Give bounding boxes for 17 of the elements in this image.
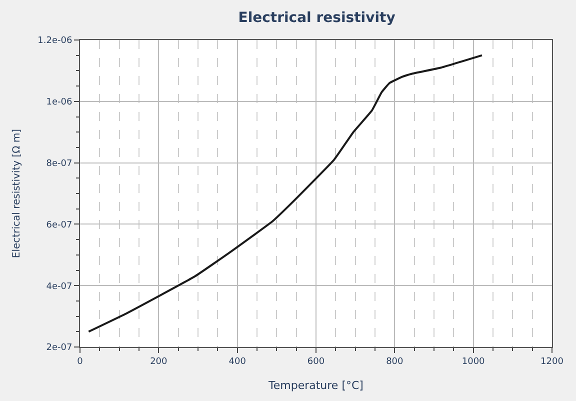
x-tick-label: 400	[228, 356, 246, 367]
x-axis-title: Temperature [°C]	[268, 379, 364, 392]
x-tick-label: 200	[150, 356, 168, 367]
x-tick-label: 800	[386, 356, 404, 367]
x-tick-label: 600	[307, 356, 325, 367]
y-tick-label: 2e-07	[46, 343, 72, 354]
y-tick-label: 4e-07	[46, 282, 72, 292]
x-tick-label: 0	[77, 356, 84, 367]
line-series	[88, 54, 483, 333]
y-tick-label: 1e-06	[46, 98, 72, 108]
y-tick-label: 8e-07	[46, 158, 72, 169]
x-tick-label: 1200	[540, 356, 564, 367]
x-tick-label: 1000	[462, 356, 486, 367]
y-tick-label: 6e-07	[46, 220, 72, 230]
chart-title: Electrical resistivity	[238, 10, 396, 26]
y-axis-title: Electrical resistivity [Ω m]	[12, 128, 23, 258]
y-tick-label: 1.2e-06	[38, 36, 72, 46]
